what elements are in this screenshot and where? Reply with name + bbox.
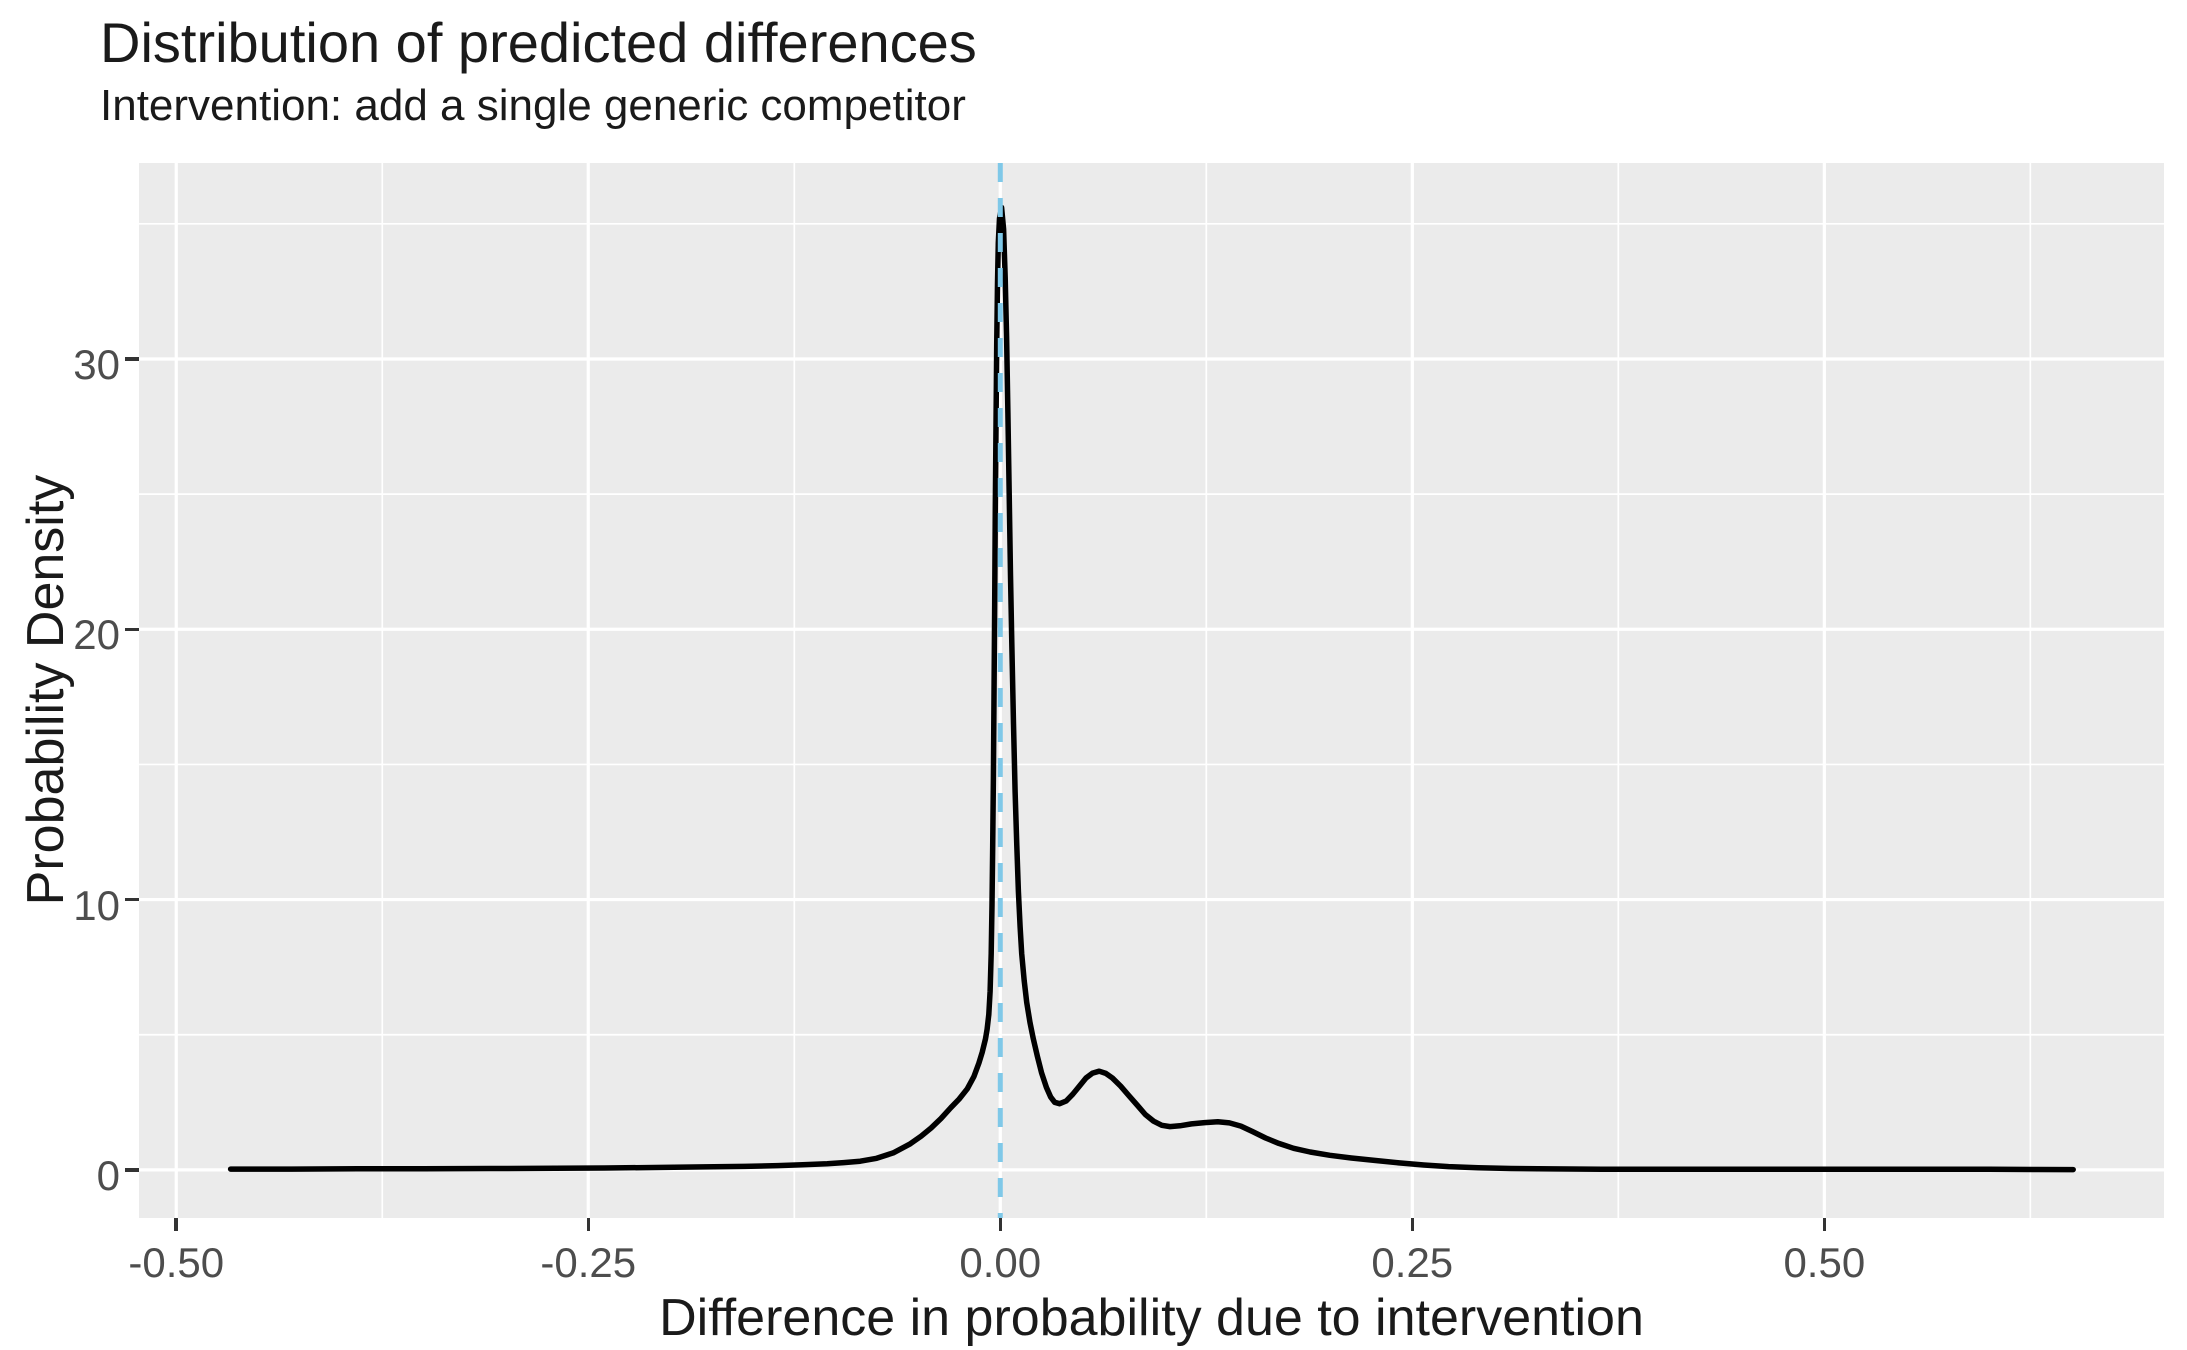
y-tick-mark (125, 1168, 139, 1172)
x-tick-mark (1410, 1218, 1415, 1231)
x-tick-label: -0.25 (540, 1239, 637, 1286)
chart-canvas (139, 163, 2164, 1218)
plot-title: Distribution of predicted differences (100, 11, 977, 74)
x-tick-mark (586, 1218, 591, 1231)
y-tick-mark (125, 357, 139, 361)
x-tick-mark (998, 1218, 1003, 1231)
y-tick-label: 30 (73, 340, 120, 388)
x-tick-label: 0.00 (959, 1239, 1042, 1286)
y-tick-label: 0 (96, 1151, 120, 1199)
x-tick-mark (174, 1218, 178, 1231)
y-tick-label: 20 (73, 611, 120, 659)
plot-subtitle: Intervention: add a single generic compe… (100, 81, 966, 130)
y-tick-label: 10 (73, 881, 120, 929)
x-tick-label: -0.50 (128, 1239, 225, 1286)
y-axis-title: Probability Density (17, 474, 75, 906)
x-tick-label: 0.25 (1371, 1239, 1454, 1286)
x-axis-title: Difference in probability due to interve… (659, 1289, 1644, 1347)
density-curve (227, 204, 2076, 1173)
x-tick-mark (1822, 1218, 1827, 1231)
plot-panel (139, 163, 2164, 1218)
x-tick-label: 0.50 (1783, 1239, 1866, 1286)
y-tick-mark (125, 897, 139, 902)
y-tick-mark (125, 627, 139, 632)
